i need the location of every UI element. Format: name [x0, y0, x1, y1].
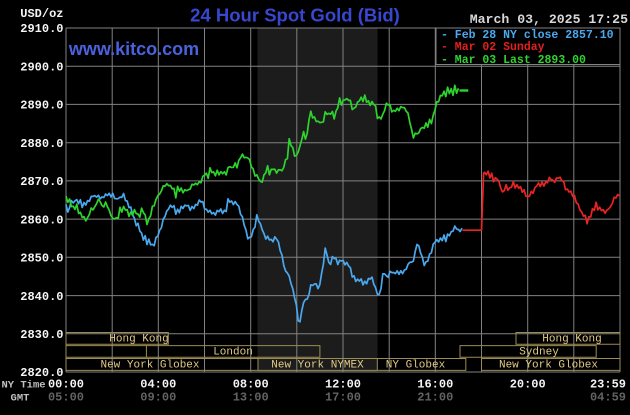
- svg-text:2870.0: 2870.0: [20, 175, 63, 189]
- svg-text:www.kitco.com: www.kitco.com: [68, 39, 199, 59]
- svg-text:04:00: 04:00: [140, 378, 176, 392]
- svg-text:New York Globex: New York Globex: [100, 360, 199, 372]
- svg-text:23:59: 23:59: [590, 378, 626, 392]
- svg-text:13:00: 13:00: [233, 391, 269, 405]
- svg-text:2860.0: 2860.0: [20, 213, 63, 227]
- svg-text:04:59: 04:59: [590, 391, 626, 405]
- svg-text:05:00: 05:00: [48, 391, 84, 405]
- svg-text:2880.0: 2880.0: [20, 137, 63, 151]
- svg-text:NY Time: NY Time: [1, 380, 45, 392]
- svg-text:20:00: 20:00: [510, 378, 546, 392]
- svg-text:2840.0: 2840.0: [20, 290, 63, 304]
- svg-text:March 03, 2025 17:25: March 03, 2025 17:25: [470, 12, 628, 27]
- svg-text:Hong Kong: Hong Kong: [542, 334, 601, 346]
- svg-text:08:00: 08:00: [233, 378, 269, 392]
- svg-text:12:00: 12:00: [325, 378, 361, 392]
- svg-text:New York Globex: New York Globex: [499, 360, 598, 372]
- svg-text:16:00: 16:00: [417, 378, 453, 392]
- svg-text:09:00: 09:00: [140, 391, 176, 405]
- svg-text:Sydney: Sydney: [519, 347, 559, 359]
- svg-text:London: London: [213, 347, 253, 359]
- svg-text:24 Hour Spot Gold (Bid): 24 Hour Spot Gold (Bid): [190, 5, 400, 26]
- svg-text:USD/oz: USD/oz: [20, 7, 63, 21]
- svg-text:GMT: GMT: [11, 393, 30, 405]
- svg-text:NY Globex: NY Globex: [386, 360, 446, 372]
- svg-text:2910.0: 2910.0: [20, 22, 63, 36]
- svg-text:2830.0: 2830.0: [20, 328, 63, 342]
- svg-text:2890.0: 2890.0: [20, 99, 63, 113]
- svg-text:- Feb 28 NY close 2857.10: - Feb 28 NY close 2857.10: [441, 29, 614, 42]
- svg-text:- Mar 02 Sunday: - Mar 02 Sunday: [441, 41, 545, 54]
- svg-text:New York NYMEX: New York NYMEX: [271, 360, 364, 372]
- svg-text:21:00: 21:00: [417, 391, 453, 405]
- svg-text:- Mar 03 Last 2893.00: - Mar 03 Last 2893.00: [441, 54, 586, 67]
- svg-text:2850.0: 2850.0: [20, 252, 63, 266]
- svg-text:00:00: 00:00: [48, 378, 84, 392]
- svg-text:17:00: 17:00: [325, 391, 361, 405]
- svg-text:Hong Kong: Hong Kong: [109, 334, 168, 346]
- svg-text:2900.0: 2900.0: [20, 60, 63, 74]
- svg-text:2820.0: 2820.0: [20, 366, 63, 380]
